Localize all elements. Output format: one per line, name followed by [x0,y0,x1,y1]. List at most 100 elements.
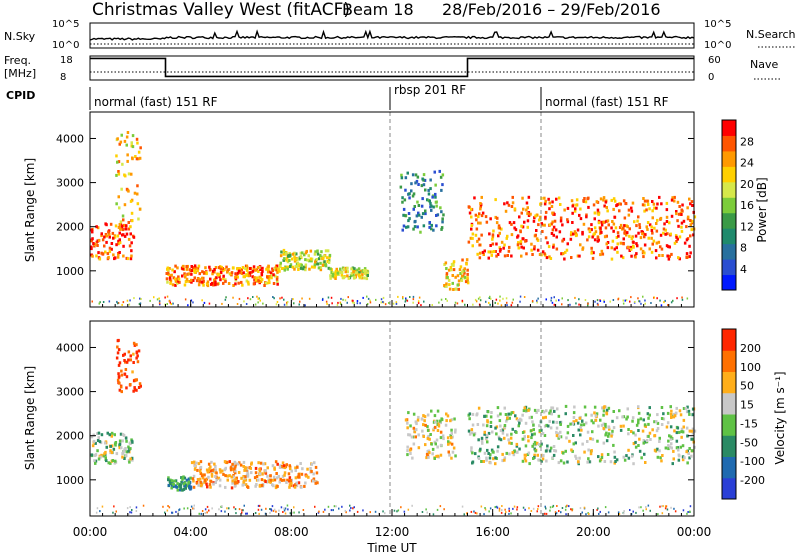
heatmap-cell [327,296,330,299]
heatmap-cell [283,509,286,512]
heatmap-cell [354,271,358,275]
heatmap-cell [665,201,669,205]
heatmap-cell [206,280,210,284]
heatmap-cell [402,296,404,299]
heatmap-cell [602,409,606,413]
heatmap-cell [611,419,614,423]
heatmap-cell [404,300,407,303]
heatmap-cell [167,476,170,480]
heatmap-cell [638,506,640,509]
heatmap-cell [107,230,110,234]
heatmap-cell [555,434,559,438]
heatmap-cell [641,232,644,236]
heatmap-cell [215,276,218,280]
heatmap-cell [218,275,221,279]
heatmap-cell [536,238,540,242]
heatmap-cell [219,278,222,282]
heatmap-cell [622,199,626,203]
heatmap-cell [99,455,102,459]
heatmap-cell [232,478,236,482]
heatmap-cell [310,469,313,473]
heatmap-cell [402,297,404,300]
heatmap-cell [585,213,588,217]
heatmap-cell [607,425,610,429]
heatmap-cell [239,463,243,467]
heatmap-cell [226,270,229,274]
heatmap-cell [174,283,177,287]
heatmap-cell [620,254,623,258]
heatmap-cell [190,278,193,282]
heatmap-cell [617,298,619,301]
heatmap-cell [349,509,351,512]
heatmap-cell [158,302,161,305]
heatmap-cell [193,276,196,280]
heatmap-cell [448,441,452,445]
heatmap-cell [133,388,137,391]
heatmap-cell [597,303,599,306]
heatmap-cell [176,281,179,285]
heatmap-cell [125,187,129,191]
heatmap-cell [600,249,604,253]
heatmap-cell [659,456,662,460]
heatmap-cell [483,414,486,418]
heatmap-cell [228,474,231,478]
heatmap-cell [482,423,485,427]
heatmap-cell [197,483,200,487]
heatmap-cell [623,231,626,235]
heatmap-cell [681,298,684,301]
heatmap-cell [651,209,654,213]
heatmap-cell [98,257,102,261]
heatmap-cell [313,252,317,256]
heatmap-cell [181,477,184,481]
heatmap-cell [656,421,660,425]
heatmap-cell [127,189,130,193]
heatmap-cell [599,418,602,422]
heatmap-cell [276,301,279,303]
heatmap-cell [288,464,291,468]
heatmap-cell [643,203,646,207]
heatmap-cell [310,462,313,466]
heatmap-cell [545,507,547,510]
heatmap-cell [91,300,93,303]
heatmap-cell [594,418,598,422]
heatmap-cell [246,474,250,478]
heatmap-cell [103,244,106,248]
heatmap-cell [290,469,293,473]
heatmap-cell [211,269,215,273]
heatmap-cell [425,452,429,456]
heatmap-cell [472,303,474,306]
heatmap-cell [689,202,692,206]
heatmap-cell [125,143,128,147]
heatmap-cell [233,506,235,509]
heatmap-cell [461,270,464,274]
heatmap-cell [658,195,661,199]
heatmap-cell [308,297,311,300]
heatmap-cell [456,283,459,287]
heatmap-cell [407,411,410,415]
heatmap-cell [196,267,200,271]
heatmap-cell [558,435,561,439]
heatmap-cell [648,406,651,410]
heatmap-cell [685,225,688,229]
heatmap-cell [260,478,264,482]
heatmap-cell [531,420,534,424]
heatmap-cell [133,297,135,300]
heatmap-cell [534,233,537,237]
heatmap-cell [660,423,664,426]
heatmap-cell [325,256,329,260]
heatmap-cell [482,253,485,256]
heatmap-cell [510,441,513,445]
heatmap-cell [406,421,409,425]
heatmap-cell [120,133,123,137]
heatmap-cell [440,210,443,214]
heatmap-cell [470,227,473,231]
heatmap-cell [166,267,169,271]
heatmap-cell [532,423,535,427]
heatmap-cell [247,274,251,278]
heatmap-cell [234,465,237,469]
heatmap-cell [653,226,656,230]
heatmap-cell [522,437,526,441]
heatmap-cell [688,255,691,259]
heatmap-cell [631,419,634,423]
heatmap-cell [131,509,133,511]
